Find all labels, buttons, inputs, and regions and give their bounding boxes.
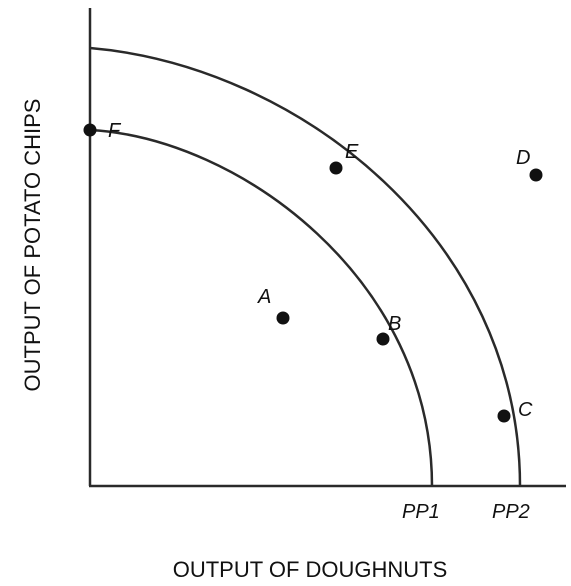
curve-label: PP1	[402, 501, 440, 523]
pp2-curve	[89, 46, 522, 487]
point-label: C	[518, 399, 533, 421]
point-a	[276, 311, 290, 325]
point-e	[329, 161, 343, 175]
point-d	[529, 168, 543, 182]
point-label: B	[388, 313, 401, 335]
curve-label: PP2	[492, 501, 530, 523]
point-label: A	[257, 286, 271, 308]
x-axis-title: OUTPUT OF DOUGHNUTS	[173, 557, 448, 582]
point-c	[497, 409, 511, 423]
y-axis-title: OUTPUT OF POTATO CHIPS	[20, 99, 45, 392]
point-b	[376, 332, 390, 346]
pp1-curve	[89, 128, 434, 487]
point-label: E	[345, 141, 359, 163]
point-label: F	[108, 120, 122, 142]
point-label: D	[516, 147, 530, 169]
point-f	[83, 123, 97, 137]
